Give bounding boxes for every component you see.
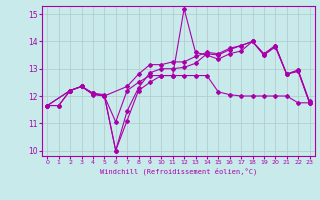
- X-axis label: Windchill (Refroidissement éolien,°C): Windchill (Refroidissement éolien,°C): [100, 168, 257, 175]
